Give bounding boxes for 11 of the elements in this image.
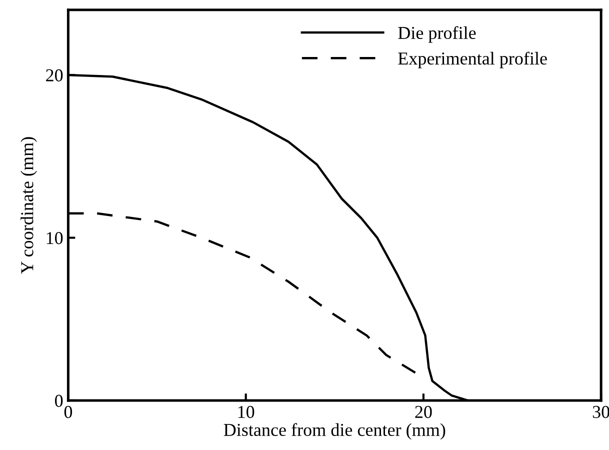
legend-label: Die profile	[398, 26, 476, 43]
y-axis-title: Y coordinate (mm)	[20, 137, 37, 274]
y-tick-label: 10	[46, 232, 63, 244]
x-tick-label: 0	[64, 406, 72, 418]
x-tick-label: 10	[238, 406, 254, 418]
y-tick-label: 0	[55, 394, 63, 407]
x-tick-label: 30	[592, 406, 609, 418]
x-tick-label: 20	[415, 406, 432, 418]
x-axis-title: Distance from die center (mm)	[224, 423, 446, 440]
y-tick-label: 20	[46, 69, 63, 82]
legend-label: Experimental profile	[398, 52, 547, 68]
